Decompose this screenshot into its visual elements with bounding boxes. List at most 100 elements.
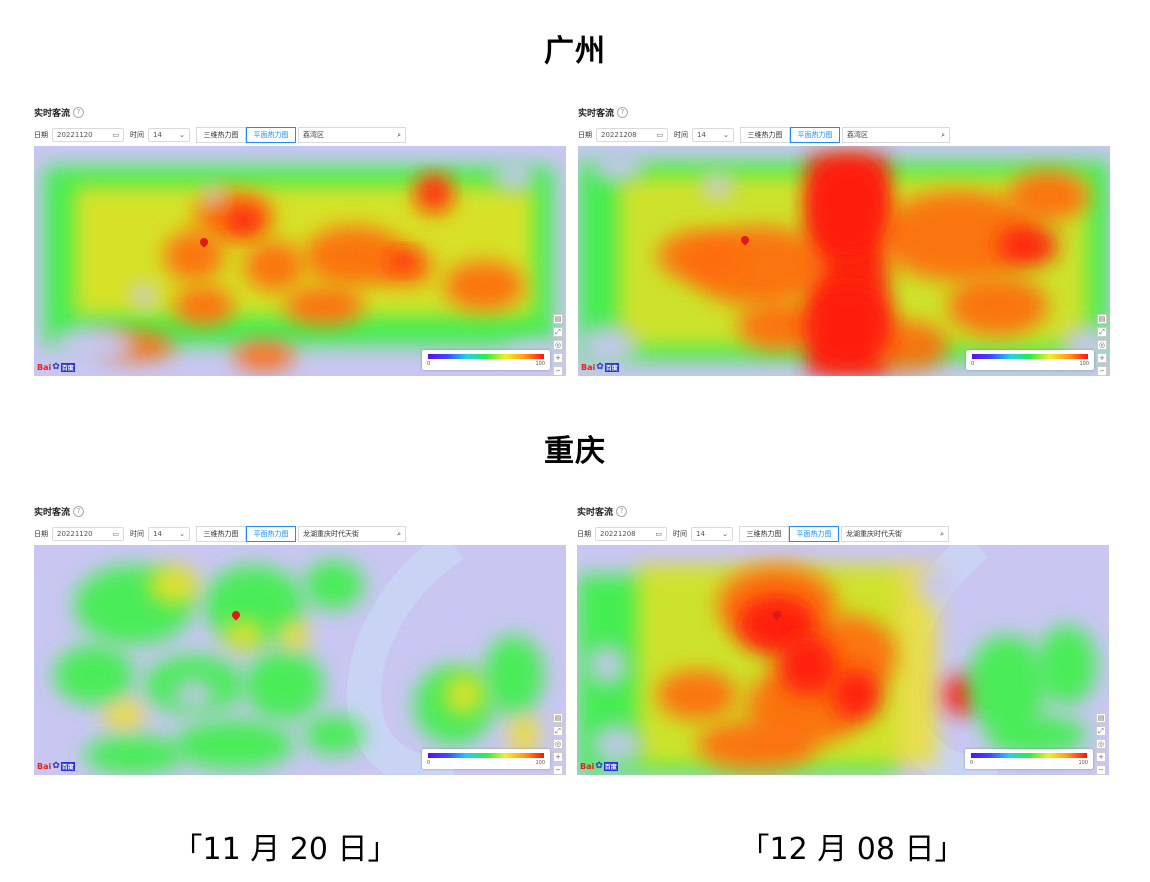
date-picker[interactable]: 20221120 ▭ <box>52 128 124 142</box>
zoom-out-icon[interactable]: − <box>1097 366 1107 376</box>
location-search-input[interactable]: 荔湾区 ⌕ <box>298 127 406 143</box>
fullscreen-icon[interactable]: ⤢ <box>553 726 563 736</box>
heat-blob <box>987 715 1087 755</box>
zoom-in-icon[interactable]: + <box>1096 752 1106 762</box>
view-3d-button[interactable]: 三维热力图 <box>740 127 790 143</box>
legend-min: 0 <box>427 361 431 367</box>
help-circle-icon[interactable]: ? <box>73 107 85 118</box>
hour-select[interactable]: 14 ⌄ <box>148 527 190 541</box>
heat-blob <box>998 226 1058 266</box>
view-flat-button[interactable]: 平面热力图 <box>789 526 839 542</box>
locate-icon[interactable]: ◎ <box>553 340 563 350</box>
heatmap-canvas[interactable]: ▤ ⤢ ◎ + − 0 100 Bai ✿ 百度 <box>577 545 1109 775</box>
map-type-icon[interactable]: ▤ <box>1097 314 1107 324</box>
legend-min: 0 <box>427 760 431 766</box>
view-flat-button[interactable]: 平面热力图 <box>246 127 296 143</box>
date-picker[interactable]: 20221208 ▭ <box>595 527 667 541</box>
hour-select[interactable]: 14 ⌄ <box>691 527 733 541</box>
location-search-input[interactable]: 龙湖重庆时代天街 ⌕ <box>841 526 949 542</box>
heatmap-panel-cq-1208: 实时客流 ? 日期 20221208 ▭ 时间 14 ⌄ 三维热力图 平面热力图… <box>577 505 1109 777</box>
hour-value: 14 <box>697 131 706 139</box>
chevron-down-icon: ⌄ <box>723 131 729 139</box>
map-controls: ▤ ⤢ ◎ + − <box>1096 713 1106 775</box>
baidu-logo-text: Bai <box>580 761 595 771</box>
hour-select[interactable]: 14 ⌄ <box>692 128 734 142</box>
date-picker[interactable]: 20221208 ▭ <box>596 128 668 142</box>
view-3d-button[interactable]: 三维热力图 <box>196 127 246 143</box>
date-picker[interactable]: 20221120 ▭ <box>52 527 124 541</box>
zoom-in-icon[interactable]: + <box>553 353 563 363</box>
heat-legend: 0 100 <box>965 749 1093 769</box>
hour-value: 14 <box>153 131 162 139</box>
heading-chongqing: 重庆 <box>544 434 606 469</box>
heat-blob <box>1017 555 1077 595</box>
map-type-icon[interactable]: ▤ <box>553 314 563 324</box>
heatmap-canvas[interactable]: ▤ ⤢ ◎ + − 0 100 Bai ✿ 百度 <box>578 146 1110 376</box>
view-flat-button[interactable]: 平面热力图 <box>246 526 296 542</box>
heat-blob <box>226 207 262 235</box>
map-type-icon[interactable]: ▤ <box>1096 713 1106 723</box>
search-icon[interactable]: ⌕ <box>940 529 944 538</box>
locate-icon[interactable]: ◎ <box>1096 739 1106 749</box>
hour-label: 时间 <box>130 131 144 139</box>
baidu-paw-icon: ✿ <box>52 362 60 372</box>
heat-blob <box>484 635 544 715</box>
view-3d-button[interactable]: 三维热力图 <box>196 526 246 542</box>
calendar-icon: ▭ <box>656 131 663 139</box>
heat-blob <box>509 715 539 755</box>
help-circle-icon[interactable]: ? <box>73 506 85 517</box>
hour-value: 14 <box>696 530 705 538</box>
hour-select[interactable]: 14 ⌄ <box>148 128 190 142</box>
search-icon[interactable]: ⌕ <box>397 529 401 538</box>
search-icon[interactable]: ⌕ <box>941 130 945 139</box>
heat-blob <box>224 620 264 650</box>
fullscreen-icon[interactable]: ⤢ <box>1096 726 1106 736</box>
baidu-paw-icon: ✿ <box>52 761 60 771</box>
legend-max: 100 <box>535 361 545 367</box>
baidu-logo: Bai ✿ 百度 <box>37 362 75 372</box>
map-type-icon[interactable]: ▤ <box>553 713 563 723</box>
heatmap-canvas[interactable]: ▤ ⤢ ◎ + − 0 100 Bai ✿ 百度 <box>34 545 566 775</box>
fullscreen-icon[interactable]: ⤢ <box>1097 327 1107 337</box>
date-label: 日期 <box>34 530 48 538</box>
help-circle-icon[interactable]: ? <box>617 107 629 118</box>
fullscreen-icon[interactable]: ⤢ <box>553 327 563 337</box>
location-search-input[interactable]: 龙湖重庆时代天街 ⌕ <box>298 526 406 542</box>
search-value: 荔湾区 <box>303 131 324 139</box>
search-icon[interactable]: ⌕ <box>397 130 401 139</box>
heat-blob <box>284 286 364 326</box>
locate-icon[interactable]: ◎ <box>553 739 563 749</box>
panel-toolbar: 日期 20221120 ▭ 时间 14 ⌄ 三维热力图 平面热力图 荔湾区 ⌕ <box>34 127 406 143</box>
view-3d-button[interactable]: 三维热力图 <box>739 526 789 542</box>
panel-title-text: 实时客流 <box>34 109 71 119</box>
legend-max: 100 <box>1078 760 1088 766</box>
heat-blob <box>587 645 627 685</box>
baidu-logo-du: 百度 <box>60 362 75 372</box>
panel-toolbar: 日期 20221120 ▭ 时间 14 ⌄ 三维热力图 平面热力图 龙湖重庆时代… <box>34 526 406 542</box>
baidu-logo-text: Bai <box>37 362 52 372</box>
date-value: 20221120 <box>57 530 93 538</box>
baidu-logo: Bai ✿ 百度 <box>580 761 618 771</box>
baidu-logo-du: 百度 <box>60 761 75 771</box>
zoom-in-icon[interactable]: + <box>1097 353 1107 363</box>
panel-toolbar: 日期 20221208 ▭ 时间 14 ⌄ 三维热力图 平面热力图 荔湾区 ⌕ <box>578 127 950 143</box>
zoom-out-icon[interactable]: − <box>553 765 563 775</box>
heat-blob <box>832 670 882 720</box>
heatmap-canvas[interactable]: ▤ ⤢ ◎ + − 0 100 Bai ✿ 百度 <box>34 146 566 376</box>
heat-blob <box>204 565 304 645</box>
baidu-logo-du: 百度 <box>603 761 618 771</box>
heat-blob <box>84 735 184 775</box>
heatmap-panel-gz-1120: 实时客流 ? 日期 20221120 ▭ 时间 14 ⌄ 三维热力图 平面热力图… <box>34 106 566 378</box>
locate-icon[interactable]: ◎ <box>1097 340 1107 350</box>
zoom-in-icon[interactable]: + <box>553 752 563 762</box>
zoom-out-icon[interactable]: − <box>1096 765 1106 775</box>
date-label: 日期 <box>578 131 592 139</box>
zoom-out-icon[interactable]: − <box>553 366 563 376</box>
help-circle-icon[interactable]: ? <box>616 506 628 517</box>
heat-blob <box>878 191 1038 281</box>
heat-layer <box>577 545 1097 775</box>
heat-blob <box>174 286 234 326</box>
location-search-input[interactable]: 荔湾区 ⌕ <box>842 127 950 143</box>
map-controls: ▤ ⤢ ◎ + − <box>553 314 563 376</box>
view-flat-button[interactable]: 平面热力图 <box>790 127 840 143</box>
